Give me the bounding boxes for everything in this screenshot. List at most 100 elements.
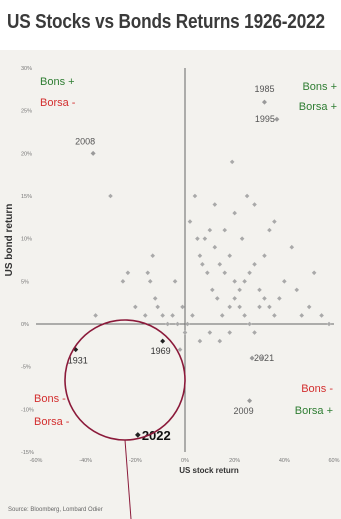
data-point-highlighted xyxy=(261,99,267,105)
x-tick-label: -60% xyxy=(30,458,43,464)
data-point xyxy=(267,227,272,233)
x-tick-label: -40% xyxy=(79,458,92,464)
data-point xyxy=(319,313,324,318)
data-point xyxy=(210,287,215,293)
pointer-line xyxy=(124,439,132,519)
data-point xyxy=(257,287,262,293)
data-point xyxy=(192,193,198,199)
data-point xyxy=(207,227,213,233)
data-point xyxy=(147,279,153,284)
data-point xyxy=(120,279,126,284)
data-point xyxy=(200,261,205,267)
point-label: 2022 xyxy=(142,428,171,443)
data-point xyxy=(227,330,232,335)
data-point xyxy=(289,244,295,250)
x-tick-label: 40% xyxy=(279,458,290,464)
data-point xyxy=(197,253,203,259)
quadrant-label: Bons + xyxy=(40,76,75,88)
x-axis-label: US stock return xyxy=(179,466,239,475)
data-point xyxy=(257,304,262,310)
data-point xyxy=(242,279,247,284)
data-point xyxy=(207,330,213,335)
y-tick-label: 25% xyxy=(21,109,32,115)
data-point xyxy=(133,304,138,310)
data-point xyxy=(170,313,175,318)
data-point xyxy=(177,347,183,352)
x-tick-label: 60% xyxy=(328,458,339,464)
point-label: 1985 xyxy=(254,84,274,94)
quadrant-label: Borsa + xyxy=(295,405,333,417)
data-point xyxy=(217,338,223,344)
x-tick-labels: -60% -40% -20% 0% 20% 40% 60% xyxy=(30,458,340,464)
data-point-highlighted xyxy=(90,150,96,156)
plot-area xyxy=(36,68,334,452)
x-tick-label: -20% xyxy=(129,458,142,464)
chart-title: US Stocks vs Bonds Returns 1926-2022 xyxy=(7,11,325,33)
data-point-highlighted xyxy=(135,432,141,438)
quadrant-label: Borsa - xyxy=(40,97,76,109)
point-label: 2009 xyxy=(234,406,254,416)
data-point xyxy=(252,261,257,267)
quadrant-label: Borsa + xyxy=(299,101,337,113)
quadrant-label: Borsa - xyxy=(34,416,70,428)
data-points xyxy=(93,159,332,361)
data-point xyxy=(222,227,228,233)
data-point xyxy=(311,270,317,276)
quadrant-label: Bons - xyxy=(301,383,333,395)
data-point xyxy=(244,193,250,199)
chart-title-bar: US Stocks vs Bonds Returns 1926-2022 xyxy=(0,0,341,50)
data-point xyxy=(155,304,160,310)
y-axis-label: US bond return xyxy=(4,204,15,277)
data-point xyxy=(187,219,193,224)
data-point xyxy=(142,313,148,318)
y-tick-label: -10% xyxy=(21,407,34,413)
data-point xyxy=(237,304,242,310)
data-point xyxy=(252,202,257,207)
data-point xyxy=(180,304,185,310)
data-point xyxy=(182,330,188,335)
data-point xyxy=(197,338,203,344)
data-point xyxy=(237,287,242,293)
data-point-highlighted xyxy=(249,355,255,361)
data-point xyxy=(227,304,232,310)
data-point xyxy=(145,270,151,276)
data-point-highlighted xyxy=(160,338,166,344)
data-point xyxy=(262,296,267,301)
data-point xyxy=(272,313,277,318)
data-point xyxy=(217,261,223,267)
data-point xyxy=(212,202,218,207)
labeled-points: 2008 1985 1995 2021 2009 1931 1969 2022 xyxy=(68,84,280,443)
data-point xyxy=(247,321,252,327)
data-point xyxy=(190,313,195,318)
data-point xyxy=(252,330,257,335)
data-point xyxy=(212,244,218,250)
point-label: 1931 xyxy=(68,356,88,366)
data-point xyxy=(306,304,312,310)
data-point xyxy=(294,287,300,293)
data-point xyxy=(125,270,131,276)
data-point xyxy=(219,313,225,318)
data-point xyxy=(239,236,245,241)
data-point xyxy=(262,253,267,259)
y-tick-label: 30% xyxy=(21,66,32,72)
quadrant-label: Bons + xyxy=(302,81,337,93)
data-point xyxy=(232,296,237,301)
data-point xyxy=(229,159,235,165)
data-point xyxy=(232,279,237,284)
source-note: Source: Bloomberg, Lombard Odier xyxy=(8,507,103,513)
data-point xyxy=(282,279,287,284)
y-tick-label: 5% xyxy=(21,279,29,285)
data-point xyxy=(172,279,178,284)
data-point xyxy=(247,270,252,276)
highlight-circle xyxy=(64,319,186,441)
data-point xyxy=(93,313,98,318)
point-label: 1969 xyxy=(151,346,171,356)
point-label: 1995 xyxy=(255,114,275,124)
data-point xyxy=(202,236,208,241)
y-tick-label: -5% xyxy=(21,365,31,371)
data-point-highlighted xyxy=(274,116,280,122)
data-point xyxy=(152,296,158,301)
point-label: 2021 xyxy=(254,353,274,363)
data-point xyxy=(108,193,113,199)
